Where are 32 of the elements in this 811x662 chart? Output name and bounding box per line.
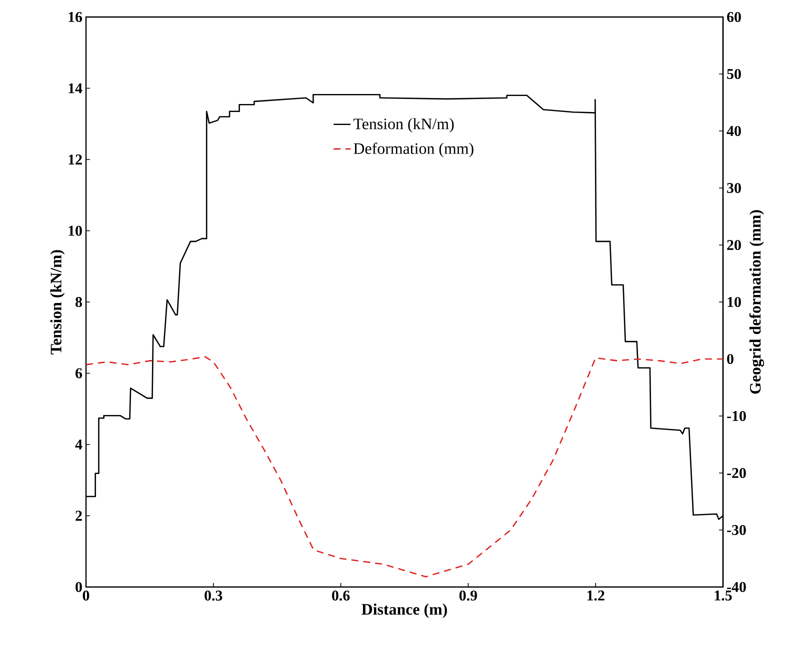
x-tick-label: 0.3 bbox=[204, 590, 222, 601]
legend-label: Tension (kN/m) bbox=[354, 118, 454, 133]
x-tick-label: 1.2 bbox=[587, 590, 604, 601]
y-tick-label: 2 bbox=[76, 510, 82, 521]
legend-label: Deformation (mm) bbox=[354, 142, 474, 158]
y2-axis-title: Geogrid deformation (mm) bbox=[749, 210, 764, 394]
y2-tick-label: 40 bbox=[726, 126, 741, 136]
x-tick-label: 1.5 bbox=[714, 590, 732, 601]
x-tick-label: 0.9 bbox=[459, 590, 477, 601]
x-axis-title: Distance (m) bbox=[362, 604, 447, 618]
y-tick-label: 12 bbox=[68, 154, 82, 164]
y2-tick-label: 10 bbox=[728, 296, 741, 308]
line-series bbox=[86, 356, 724, 578]
y2-tick-label: -30 bbox=[727, 524, 746, 536]
y-axis-title: Tension (kN/m) bbox=[50, 250, 65, 354]
y-tick-label: 8 bbox=[76, 296, 82, 308]
y2-tick-label: -40 bbox=[727, 582, 746, 592]
y2-tick-label: 20 bbox=[727, 240, 741, 250]
y-tick-label: 6 bbox=[76, 368, 82, 378]
y-tick-label: 0 bbox=[76, 582, 82, 592]
x-tick-label: 0.6 bbox=[332, 590, 350, 601]
y2-tick-label: 60 bbox=[727, 12, 741, 22]
y2-tick-label: 50 bbox=[727, 68, 741, 80]
x-tick-label: 0 bbox=[82, 590, 90, 601]
y-tick-label: 4 bbox=[75, 440, 82, 450]
y-tick-label: 14 bbox=[68, 83, 82, 94]
y2-tick-label: -10 bbox=[727, 410, 746, 422]
y2-tick-label: 30 bbox=[727, 182, 741, 194]
y-tick-label: 16 bbox=[68, 12, 82, 22]
y2-tick-label: -20 bbox=[727, 468, 746, 478]
y2-tick-label: 0 bbox=[727, 354, 734, 364]
y-tick-label: 10 bbox=[68, 226, 82, 236]
